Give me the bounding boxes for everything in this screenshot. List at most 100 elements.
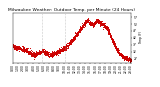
Point bbox=[53, 55, 55, 56]
Point bbox=[34, 53, 37, 55]
Point bbox=[29, 53, 32, 54]
Point bbox=[69, 40, 72, 41]
Point bbox=[51, 53, 53, 55]
Point bbox=[77, 31, 80, 33]
Point bbox=[94, 20, 96, 22]
Point bbox=[56, 51, 58, 53]
Point bbox=[21, 48, 23, 50]
Point bbox=[78, 31, 80, 32]
Point bbox=[123, 57, 125, 58]
Point bbox=[94, 21, 96, 22]
Point bbox=[54, 53, 56, 54]
Point bbox=[30, 54, 33, 56]
Point bbox=[84, 23, 86, 24]
Point bbox=[70, 41, 73, 42]
Point bbox=[91, 23, 93, 25]
Point bbox=[49, 55, 52, 57]
Point bbox=[62, 48, 64, 50]
Point bbox=[36, 52, 38, 53]
Point bbox=[44, 53, 46, 54]
Point bbox=[75, 33, 77, 35]
Point bbox=[75, 33, 78, 34]
Point bbox=[41, 50, 44, 51]
Point bbox=[19, 48, 21, 50]
Point bbox=[61, 50, 64, 51]
Point bbox=[60, 49, 63, 50]
Point bbox=[68, 42, 70, 43]
Point bbox=[20, 48, 23, 50]
Point bbox=[96, 22, 99, 24]
Point bbox=[17, 46, 19, 48]
Point bbox=[28, 50, 31, 52]
Point bbox=[60, 48, 62, 50]
Point bbox=[98, 23, 100, 24]
Point bbox=[42, 52, 45, 53]
Point bbox=[117, 50, 120, 52]
Point bbox=[43, 52, 46, 54]
Point bbox=[24, 48, 26, 49]
Point bbox=[30, 55, 32, 56]
Point bbox=[37, 52, 40, 53]
Point bbox=[65, 47, 67, 48]
Point bbox=[79, 29, 82, 30]
Point bbox=[56, 52, 59, 53]
Point bbox=[33, 53, 35, 55]
Point bbox=[49, 55, 51, 57]
Point bbox=[119, 54, 121, 56]
Point bbox=[13, 47, 16, 48]
Point bbox=[38, 53, 41, 54]
Point bbox=[130, 59, 132, 61]
Point bbox=[40, 52, 43, 53]
Point bbox=[17, 46, 20, 48]
Point bbox=[90, 23, 92, 24]
Point bbox=[88, 23, 90, 25]
Point bbox=[17, 46, 19, 47]
Point bbox=[15, 49, 17, 50]
Point bbox=[18, 48, 21, 50]
Point bbox=[71, 39, 74, 40]
Point bbox=[19, 48, 22, 50]
Point bbox=[117, 50, 119, 52]
Point bbox=[104, 25, 106, 26]
Point bbox=[80, 26, 83, 28]
Point bbox=[19, 48, 22, 49]
Point bbox=[65, 44, 68, 46]
Point bbox=[71, 38, 74, 39]
Point bbox=[24, 49, 26, 50]
Point bbox=[109, 35, 112, 37]
Point bbox=[100, 22, 102, 24]
Point bbox=[122, 56, 124, 57]
Point bbox=[63, 49, 66, 50]
Point bbox=[18, 47, 21, 49]
Point bbox=[100, 23, 103, 25]
Point bbox=[35, 55, 37, 56]
Point bbox=[113, 44, 116, 45]
Point bbox=[44, 50, 47, 52]
Point bbox=[80, 28, 83, 30]
Point bbox=[95, 22, 98, 23]
Point bbox=[48, 55, 51, 56]
Point bbox=[108, 31, 110, 32]
Point bbox=[21, 48, 24, 50]
Point bbox=[46, 53, 49, 54]
Point bbox=[52, 54, 55, 55]
Point bbox=[58, 51, 60, 52]
Point bbox=[76, 32, 78, 34]
Point bbox=[29, 47, 31, 49]
Point bbox=[89, 24, 92, 25]
Point bbox=[34, 54, 37, 55]
Point bbox=[32, 53, 34, 54]
Point bbox=[37, 51, 40, 53]
Point bbox=[46, 51, 48, 52]
Point bbox=[66, 45, 69, 46]
Point bbox=[91, 24, 94, 25]
Point bbox=[107, 32, 110, 33]
Point bbox=[112, 42, 115, 44]
Point bbox=[34, 54, 37, 56]
Point bbox=[92, 25, 95, 27]
Point bbox=[12, 44, 15, 45]
Point bbox=[43, 52, 45, 53]
Point bbox=[126, 56, 129, 57]
Point bbox=[55, 51, 57, 53]
Point bbox=[98, 19, 100, 21]
